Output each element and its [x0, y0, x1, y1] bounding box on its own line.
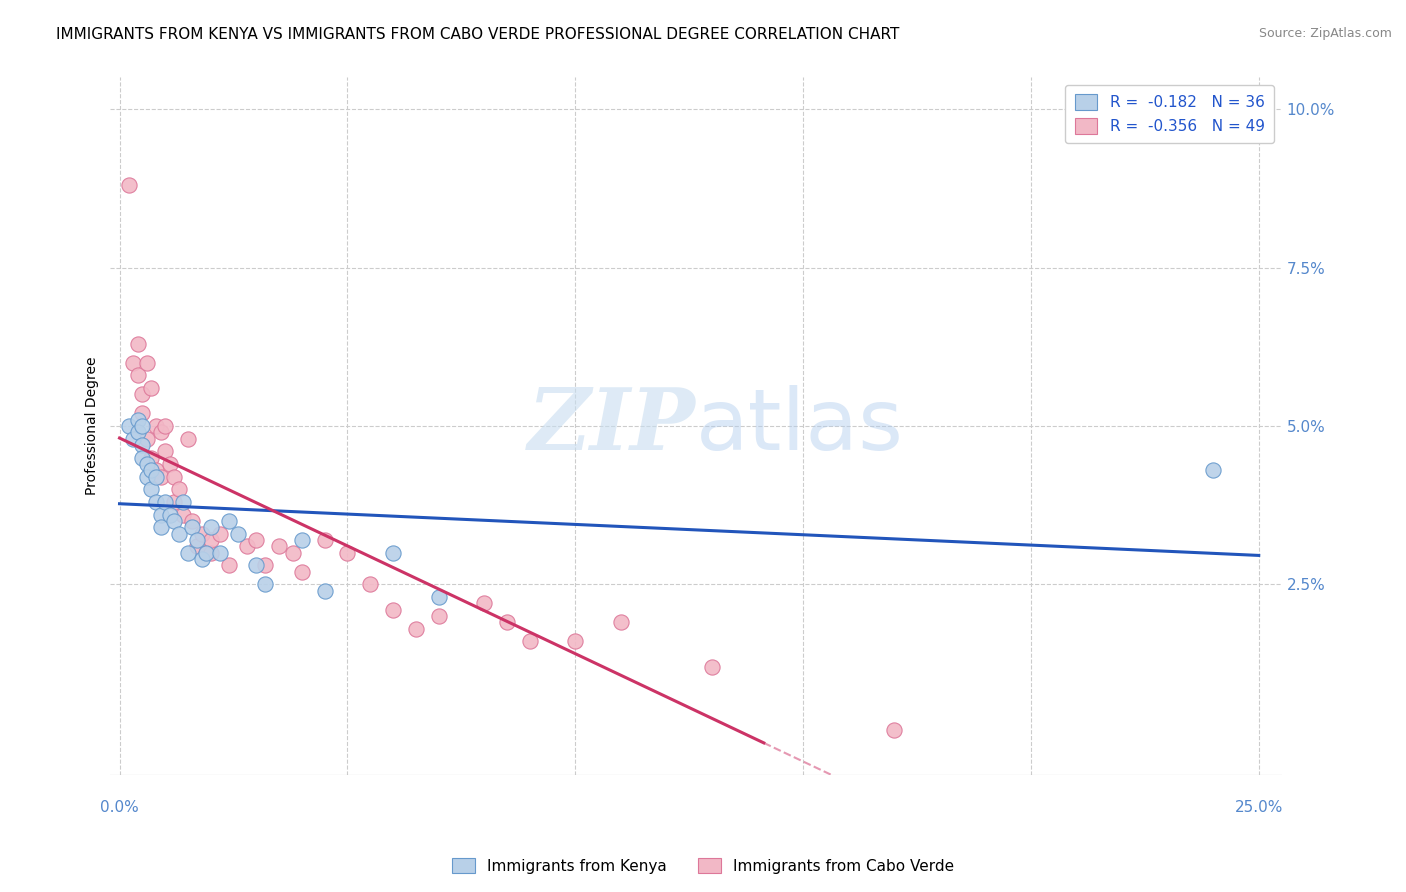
Point: [291, 565, 314, 579]
Point: [190, 526, 212, 541]
Point: [226, 526, 249, 541]
Point: [190, 552, 212, 566]
Point: [314, 533, 336, 547]
Point: [131, 438, 153, 452]
Point: [314, 583, 336, 598]
Legend: Immigrants from Kenya, Immigrants from Cabo Verde: Immigrants from Kenya, Immigrants from C…: [446, 852, 960, 880]
Point: [218, 514, 240, 528]
Point: [145, 469, 167, 483]
Point: [149, 520, 172, 534]
Point: [200, 533, 222, 547]
Point: [117, 419, 139, 434]
Point: [135, 356, 157, 370]
Point: [159, 508, 181, 522]
Point: [186, 540, 208, 554]
Text: 0.0%: 0.0%: [100, 800, 139, 815]
Point: [172, 508, 194, 522]
Point: [131, 419, 153, 434]
Point: [135, 469, 157, 483]
Point: [122, 356, 145, 370]
Point: [135, 432, 157, 446]
Point: [883, 723, 905, 738]
Point: [163, 514, 186, 528]
Point: [177, 432, 200, 446]
Point: [495, 615, 517, 630]
Point: [245, 533, 267, 547]
Point: [127, 336, 149, 351]
Point: [267, 540, 290, 554]
Point: [149, 508, 172, 522]
Point: [131, 406, 153, 420]
Point: [141, 483, 163, 497]
Text: Source: ZipAtlas.com: Source: ZipAtlas.com: [1258, 27, 1392, 40]
Point: [167, 483, 190, 497]
Point: [153, 444, 176, 458]
Point: [117, 178, 139, 193]
Point: [127, 425, 149, 440]
Point: [195, 546, 218, 560]
Point: [167, 526, 190, 541]
Point: [336, 546, 359, 560]
Point: [127, 412, 149, 426]
Point: [131, 450, 153, 465]
Point: [195, 546, 218, 560]
Point: [1202, 463, 1225, 477]
Point: [153, 419, 176, 434]
Point: [245, 558, 267, 573]
Point: [181, 514, 204, 528]
Point: [200, 546, 222, 560]
Point: [218, 558, 240, 573]
Point: [427, 590, 450, 604]
Point: [149, 425, 172, 440]
Text: IMMIGRANTS FROM KENYA VS IMMIGRANTS FROM CABO VERDE PROFESSIONAL DEGREE CORRELAT: IMMIGRANTS FROM KENYA VS IMMIGRANTS FROM…: [56, 27, 900, 42]
Point: [141, 450, 163, 465]
Point: [145, 495, 167, 509]
Point: [163, 495, 186, 509]
Point: [700, 660, 723, 674]
Point: [519, 634, 541, 648]
Point: [141, 463, 163, 477]
Point: [141, 381, 163, 395]
Point: [359, 577, 381, 591]
Text: ZIP: ZIP: [529, 384, 696, 467]
Point: [172, 495, 194, 509]
Point: [564, 634, 586, 648]
Point: [145, 463, 167, 477]
Point: [405, 622, 427, 636]
Point: [186, 533, 208, 547]
Point: [610, 615, 633, 630]
Text: atlas: atlas: [696, 384, 904, 467]
Point: [208, 546, 231, 560]
Point: [472, 597, 495, 611]
Point: [254, 577, 277, 591]
Text: 25.0%: 25.0%: [1234, 800, 1282, 815]
Point: [291, 533, 314, 547]
Point: [236, 540, 259, 554]
Point: [281, 546, 304, 560]
Point: [153, 495, 176, 509]
Y-axis label: Professional Degree: Professional Degree: [86, 357, 100, 495]
Point: [208, 526, 231, 541]
Point: [149, 469, 172, 483]
Point: [163, 469, 186, 483]
Point: [381, 546, 404, 560]
Point: [427, 609, 450, 624]
Point: [145, 419, 167, 434]
Point: [254, 558, 277, 573]
Legend: R =  -0.182   N = 36, R =  -0.356   N = 49: R = -0.182 N = 36, R = -0.356 N = 49: [1066, 85, 1274, 143]
Point: [131, 387, 153, 401]
Point: [177, 546, 200, 560]
Point: [181, 520, 204, 534]
Point: [159, 457, 181, 471]
Point: [122, 432, 145, 446]
Point: [200, 520, 222, 534]
Point: [135, 457, 157, 471]
Point: [381, 603, 404, 617]
Point: [127, 368, 149, 383]
